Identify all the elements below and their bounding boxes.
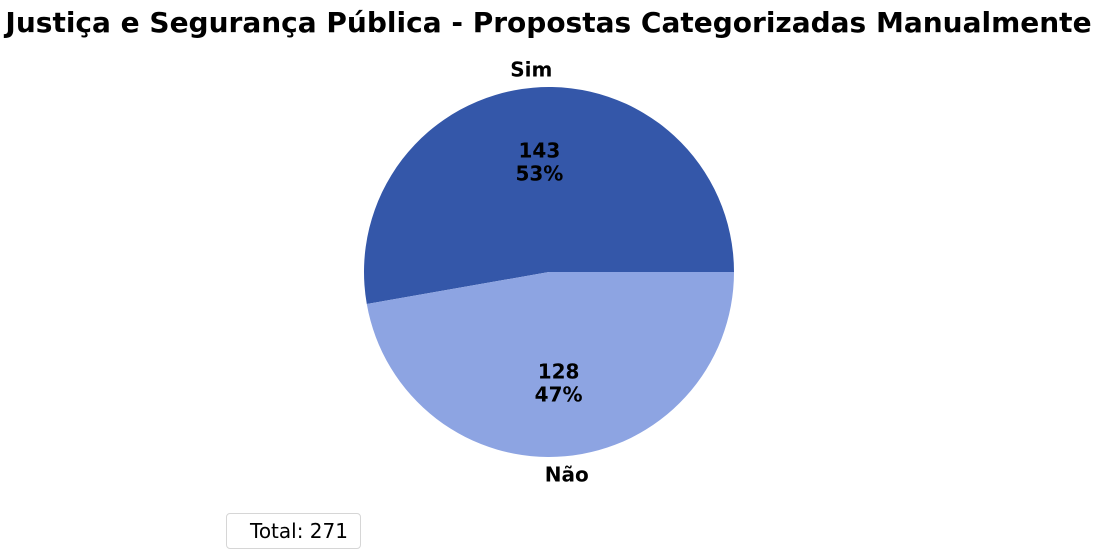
pie-slices (364, 87, 734, 458)
slice-percent-label: 47% (535, 383, 583, 407)
pie-slice-n-o (366, 272, 734, 458)
slice-percent-label: 53% (515, 161, 563, 185)
slice-value-label: 128 (538, 360, 580, 384)
chart-title: Justiça e Segurança Pública - Propostas … (5, 6, 1092, 39)
pie-slice-sim (364, 87, 734, 305)
slice-category-label: Sim (510, 57, 552, 81)
total-legend: Total: 271 (226, 513, 361, 549)
slice-value-label: 143 (519, 138, 561, 162)
total-legend-text: Total: 271 (250, 519, 348, 543)
slice-category-label: Não (545, 463, 589, 487)
